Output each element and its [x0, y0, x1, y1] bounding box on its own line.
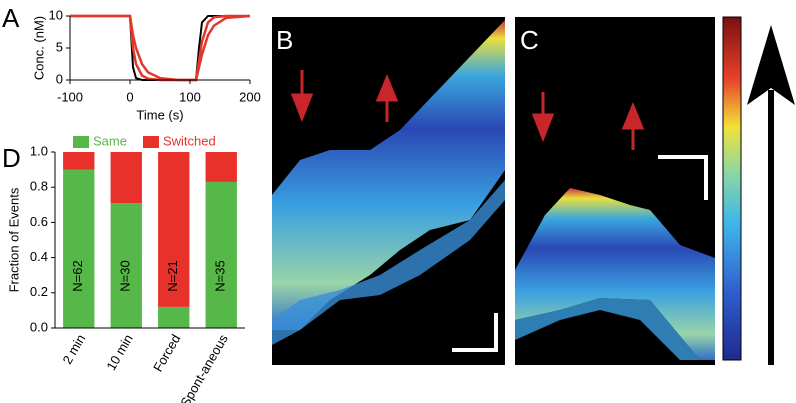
big-arrow — [747, 25, 795, 105]
bar — [205, 152, 237, 182]
bar-annotation: N=35 — [213, 260, 228, 291]
bar — [63, 169, 95, 328]
arrows — [290, 70, 645, 150]
x-tick-label: 200 — [239, 89, 261, 104]
bar-annotation: N=21 — [165, 260, 180, 291]
y-axis-label: Conc. (nM) — [31, 16, 46, 80]
line — [70, 14, 251, 82]
panel-label: C — [520, 25, 539, 55]
y-tick-label: 1.0 — [30, 143, 48, 158]
x-tick-label: Spont-aneous — [177, 331, 231, 403]
legend-swatch — [73, 136, 89, 148]
panel-label: A — [2, 3, 20, 33]
legend-label: Same — [93, 133, 127, 148]
x-tick-label: 2 min — [59, 332, 88, 367]
bar — [158, 306, 190, 328]
y-tick-label: 0 — [56, 71, 63, 86]
kymograph-band — [515, 298, 700, 360]
panel-label: B — [276, 25, 293, 55]
y-axis-label: Fraction of Events — [6, 187, 21, 292]
x-axis-label: Time (s) — [136, 107, 183, 122]
kymograph-band — [272, 180, 505, 345]
bar — [158, 152, 190, 307]
bar — [205, 181, 237, 328]
bar — [110, 152, 142, 204]
y-tick-label: 0.8 — [30, 179, 48, 194]
kymograph-band — [515, 188, 715, 360]
panel-label: D — [2, 143, 21, 173]
y-tick-label: 0.0 — [30, 319, 48, 334]
x-tick-label: 10 min — [103, 332, 136, 373]
bar-annotation: N=30 — [118, 260, 133, 291]
x-tick-label: -100 — [57, 89, 83, 104]
y-tick-label: 10 — [49, 7, 63, 22]
x-tick-label: Forced — [150, 332, 183, 375]
bar-annotation: N=62 — [70, 260, 85, 291]
y-tick-label: 5 — [56, 39, 63, 54]
legend-label: Switched — [163, 133, 216, 148]
legend-swatch — [142, 136, 159, 148]
bar — [110, 203, 142, 328]
x-tick-label: 100 — [179, 89, 201, 104]
colorbar — [722, 16, 742, 361]
line — [70, 14, 250, 82]
kymograph-band — [272, 20, 505, 330]
scale-bar — [452, 313, 498, 352]
y-tick-label: 0.2 — [30, 284, 48, 299]
x-tick-label: 0 — [126, 89, 133, 104]
line — [70, 15, 250, 81]
y-tick-label: 0.4 — [30, 249, 48, 264]
bar — [63, 152, 95, 170]
scale-bar — [658, 155, 708, 200]
y-tick-label: 0.6 — [30, 214, 48, 229]
